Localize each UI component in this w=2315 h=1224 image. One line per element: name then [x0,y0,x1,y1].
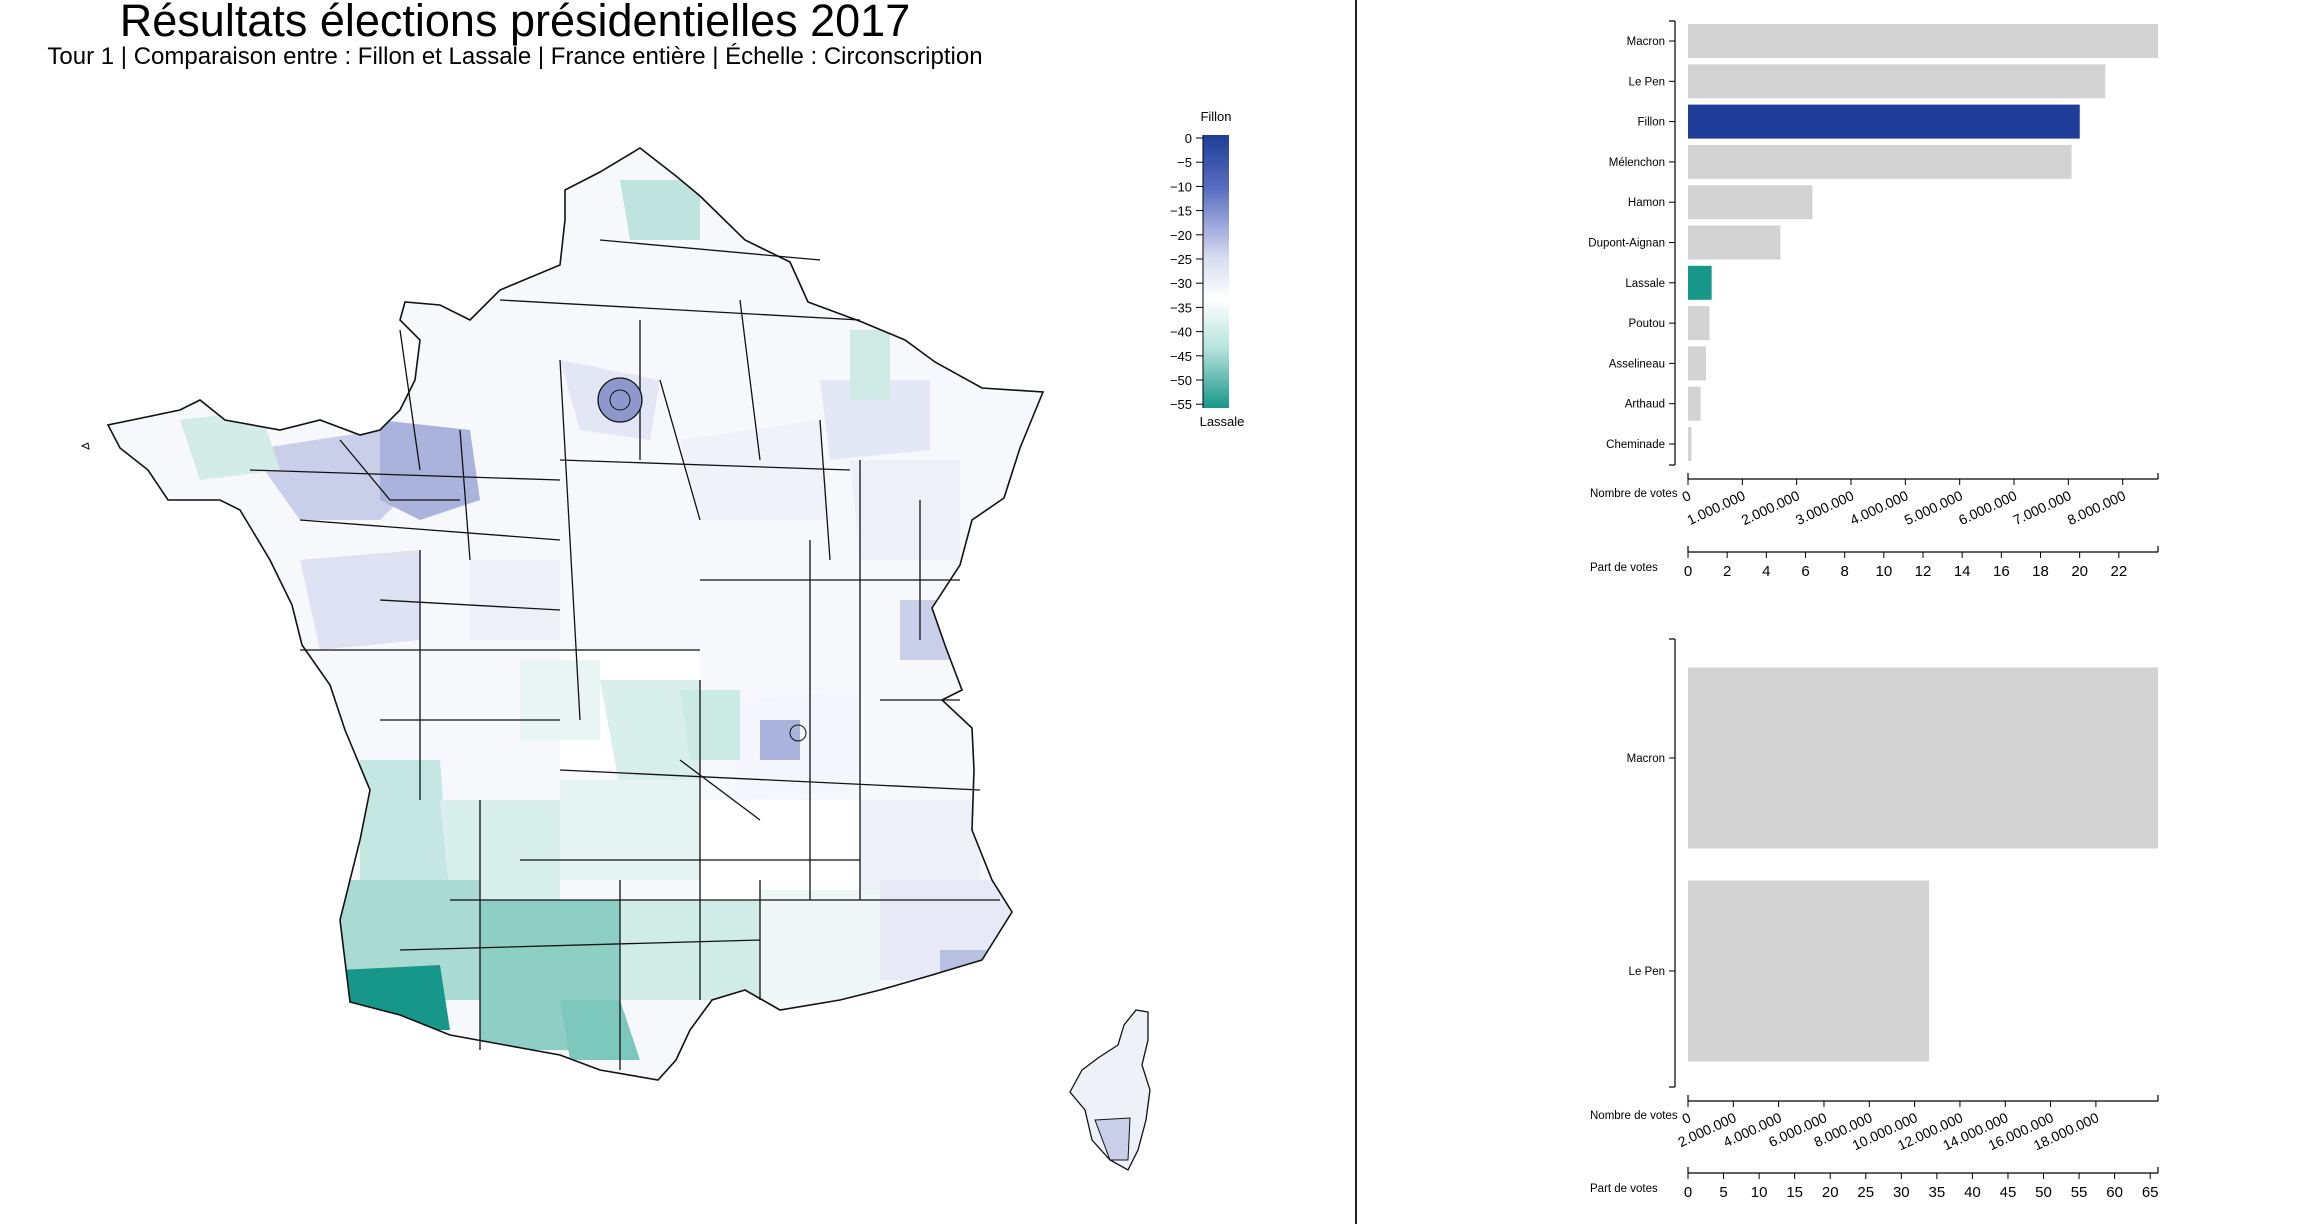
x2-tick-label: 30 [1893,1184,1910,1201]
bar-lassale [1688,265,1712,300]
x-axis-label: Nombre de votes [1590,1110,1678,1122]
x2-tick-label: 8 [1840,563,1848,580]
bar-hamon [1688,185,1813,220]
legend-tick-label: 0 [1185,131,1192,146]
x-tick-label: 1.000.000 [1684,487,1747,528]
x2-tick-label: 45 [2000,1184,2017,1201]
bar-dupont-aignan [1688,225,1781,260]
x2-tick-label: 20 [2071,563,2088,580]
x2-tick-label: 15 [1786,1184,1803,1201]
x2-tick-label: 0 [1684,563,1692,580]
x2-tick-label: 55 [2071,1184,2088,1201]
x-tick-label: 4.000.000 [1847,487,1910,528]
bar-asselineau [1688,346,1707,381]
first-round-bar-chart: Macron Le Pen Fillon Mélenchon Hamon Dupont-A… [1588,20,2159,580]
bar-cheminade [1688,427,1692,461]
x-tick-label: 0 [1679,1109,1693,1127]
legend-tick-label: −45 [1170,349,1192,364]
color-legend: Fillon 0 −5 −10 −15 −20 −25 −30 −35 −40 −45 −50 −55… [1170,109,1244,429]
bar-macron [1688,667,2158,849]
x2-tick-label: 10 [1875,563,1892,580]
bar-m-lenchon [1688,144,2072,179]
category-label: Hamon [1628,197,1665,209]
x2-tick-label: 16 [1993,563,2010,580]
x2-tick-label: 0 [1684,1184,1692,1201]
chart-title: Résultats élections présidentielles 2017 [119,0,911,46]
x2-tick-label: 2 [1723,563,1731,580]
legend-tick-label: −15 [1170,204,1192,219]
category-label: Arthaud [1625,399,1665,411]
x-tick-label: 6.000.000 [1956,487,2019,528]
legend-tick-label: −30 [1170,276,1192,291]
legend-bottom-label: Lassale [1200,414,1245,429]
x2-axis-label: Part de votes [1590,562,1658,574]
x2-tick-label: 10 [1751,1184,1768,1201]
legend-tick-label: −35 [1170,300,1192,315]
bar-fillon [1688,104,2080,139]
x-tick-label: 5.000.000 [1902,487,1965,528]
x2-tick-label: 35 [1929,1184,1946,1201]
x-tick-label: 2.000.000 [1739,487,1802,528]
map-corsica[interactable] [1069,1009,1151,1171]
france-choropleth-map[interactable]: Fillon 0 −5 −10 −15 −20 −25 −30 −35 −40 −45 −50 −55… [0,0,1350,1224]
panel-divider [1355,0,1357,1224]
bar-le-pen [1688,64,2106,99]
x2-tick-label: 40 [1964,1184,1981,1201]
legend-tick-label: −50 [1170,373,1192,388]
category-label: Mélenchon [1609,157,1665,169]
bar-macron [1688,24,2158,58]
legend-tick-label: −20 [1170,228,1192,243]
x2-tick-label: 65 [2142,1184,2159,1201]
legend-tick-label: −10 [1170,179,1192,194]
category-label: Dupont-Aignan [1588,238,1665,250]
bar-poutou [1688,306,1710,341]
x2-tick-label: 14 [1954,563,1971,580]
category-label: Asselineau [1609,358,1665,370]
category-label: Macron [1627,36,1665,48]
legend-tick-label: −5 [1177,155,1192,170]
category-label: Lassale [1625,278,1665,290]
x2-tick-label: 6 [1801,563,1809,580]
x-tick-label: 7.000.000 [2010,487,2073,528]
category-label: Le Pen [1629,76,1665,88]
legend-color-ramp [1203,135,1229,408]
x-axis-label: Nombre de votes [1590,488,1678,500]
x2-axis-label: Part de votes [1590,1183,1658,1195]
x2-tick-label: 50 [2035,1184,2052,1201]
category-label: Macron [1627,753,1665,765]
x2-tick-label: 20 [1822,1184,1839,1201]
x2-tick-label: 22 [2110,563,2127,580]
legend-top-label: Fillon [1200,109,1231,124]
category-label: Cheminade [1606,439,1665,451]
x2-tick-label: 5 [1719,1184,1727,1201]
legend-tick-label: −55 [1170,397,1192,412]
category-label: Le Pen [1629,966,1665,978]
legend-tick-label: −40 [1170,325,1192,340]
x-tick-label: 8.000.000 [2065,487,2128,528]
x2-tick-label: 12 [1915,563,1932,580]
x2-tick-label: 60 [2106,1184,2123,1201]
x-tick-label: 0 [1679,487,1693,505]
x2-tick-label: 4 [1762,563,1770,580]
category-label: Fillon [1638,117,1665,129]
x-tick-label: 3.000.000 [1793,487,1856,528]
bar-le-pen [1688,880,1930,1062]
bar-arthaud [1688,386,1701,421]
legend-tick-label: −25 [1170,252,1192,267]
category-label: Poutou [1629,318,1665,330]
x2-tick-label: 25 [1857,1184,1874,1201]
x2-tick-label: 18 [2032,563,2049,580]
chart-subtitle: Tour 1 | Comparaison entre : Fillon et L… [47,43,983,70]
